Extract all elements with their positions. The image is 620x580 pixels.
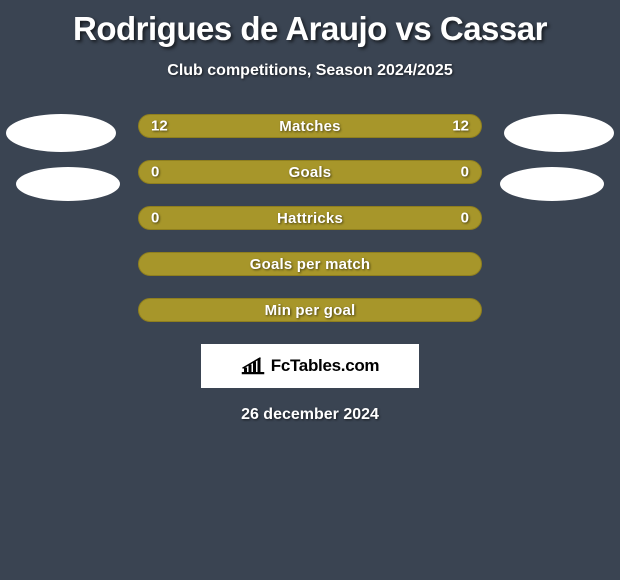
stat-row-matches: 12 Matches 12 xyxy=(138,114,482,138)
brand-text: FcTables.com xyxy=(271,356,380,376)
page-title: Rodrigues de Araujo vs Cassar xyxy=(0,0,620,48)
stat-left-value: 12 xyxy=(151,118,168,135)
stat-right-value: 0 xyxy=(461,210,469,227)
stat-right-value: 12 xyxy=(452,118,469,135)
stat-label: Hattricks xyxy=(277,210,343,227)
player-left-avatar-1 xyxy=(6,114,116,152)
stat-left-value: 0 xyxy=(151,164,159,181)
player-right-avatar-2 xyxy=(500,167,604,201)
player-right-avatar-1 xyxy=(504,114,614,152)
brand-box: FcTables.com xyxy=(201,344,419,388)
player-left-avatar-2 xyxy=(16,167,120,201)
stat-label: Min per goal xyxy=(265,302,356,319)
stat-label: Goals xyxy=(289,164,332,181)
comparison-container: 12 Matches 12 0 Goals 0 0 Hattricks 0 Go… xyxy=(0,114,620,322)
stat-row-goals: 0 Goals 0 xyxy=(138,160,482,184)
stat-row-goals-per-match: Goals per match xyxy=(138,252,482,276)
stat-row-hattricks: 0 Hattricks 0 xyxy=(138,206,482,230)
subtitle: Club competitions, Season 2024/2025 xyxy=(0,62,620,80)
date-stamp: 26 december 2024 xyxy=(0,406,620,424)
stat-left-value: 0 xyxy=(151,210,159,227)
stat-rows: 12 Matches 12 0 Goals 0 0 Hattricks 0 Go… xyxy=(138,114,482,322)
stat-label: Matches xyxy=(279,118,340,135)
stat-right-value: 0 xyxy=(461,164,469,181)
brand-chart-icon xyxy=(241,356,265,376)
stat-label: Goals per match xyxy=(250,256,371,273)
stat-row-min-per-goal: Min per goal xyxy=(138,298,482,322)
